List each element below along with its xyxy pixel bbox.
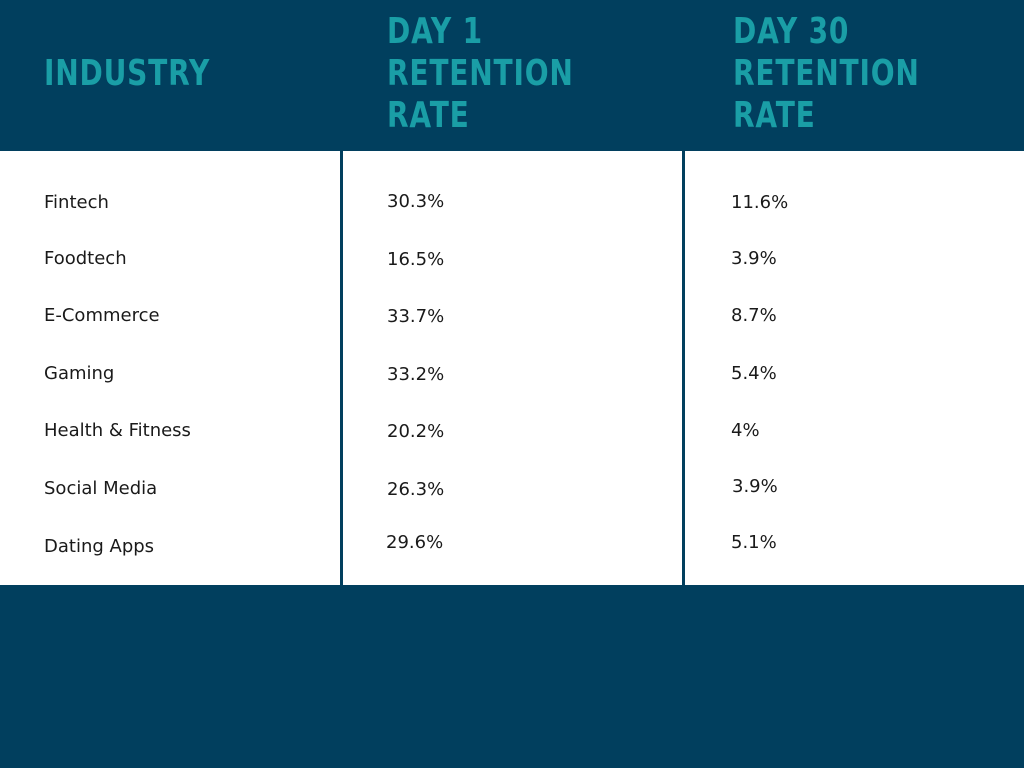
day30-retention-cell: 8.7% (731, 305, 777, 326)
day1-retention-cell: 20.2% (387, 421, 445, 442)
column-header-day30-retention-rate: DAY 30 RETENTION RATE (733, 11, 920, 137)
day30-retention-cell: 11.6% (731, 192, 789, 213)
day30-retention-cell: 5.1% (731, 532, 777, 553)
day1-retention-cell: 16.5% (387, 249, 445, 270)
day1-retention-cell: 29.6% (386, 532, 444, 553)
day1-retention-cell: 26.3% (387, 479, 445, 500)
day1-retention-cell: 33.2% (387, 364, 445, 385)
table-header: INDUSTRY DAY 1 RETENTION RATE DAY 30 RET… (0, 0, 1024, 151)
column-header-day30-line: RETENTION (733, 53, 920, 94)
column-header-industry: INDUSTRY (44, 53, 210, 95)
day30-retention-cell: 3.9% (732, 476, 778, 497)
industry-cell: E-Commerce (44, 305, 160, 326)
column-divider (682, 151, 685, 585)
industry-cell: Gaming (44, 363, 115, 384)
day1-retention-cell: 33.7% (387, 306, 445, 327)
industry-cell: Dating Apps (44, 536, 155, 557)
column-header-industry-line: INDUSTRY (44, 53, 211, 94)
column-header-day30-line: DAY 30 (733, 11, 850, 52)
column-divider (340, 151, 343, 585)
column-header-day30-line: RATE (733, 95, 816, 136)
day30-retention-cell: 4% (731, 420, 760, 441)
column-header-day1-retention-rate: DAY 1 RETENTION RATE (387, 11, 574, 137)
table-body (0, 151, 1024, 585)
column-header-day1-line: RATE (387, 95, 470, 136)
industry-cell: Health & Fitness (44, 420, 191, 441)
industry-cell: Social Media (44, 478, 158, 499)
day1-retention-cell: 30.3% (387, 191, 445, 212)
day30-retention-cell: 5.4% (731, 363, 777, 384)
industry-cell: Foodtech (44, 248, 127, 269)
column-header-day1-line: DAY 1 (387, 11, 483, 52)
column-header-day1-line: RETENTION (387, 53, 574, 94)
industry-cell: Fintech (44, 192, 109, 213)
day30-retention-cell: 3.9% (731, 248, 777, 269)
